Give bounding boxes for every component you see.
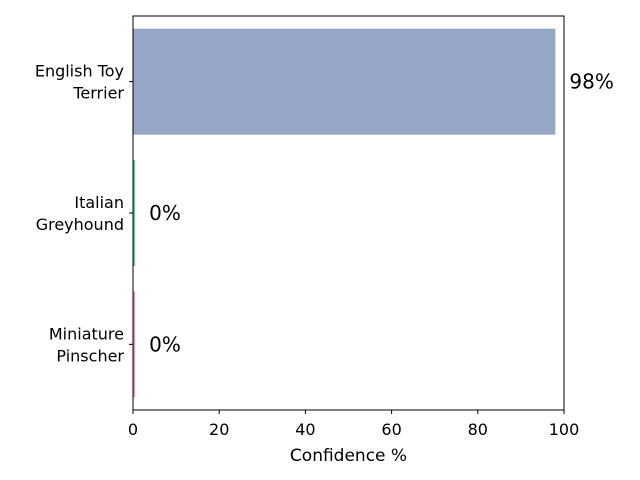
y-tick-label-line: English Toy: [35, 62, 124, 81]
value-label-2: 0%: [149, 332, 181, 356]
x-axis-ticks: 0 20 40 60 80 100: [128, 410, 579, 439]
y-tick-label-line: Miniature: [49, 324, 124, 343]
x-tick-label-1: 20: [209, 420, 229, 439]
x-tick-label-5: 100: [549, 420, 580, 439]
y-tick-label-0: English Toy Terrier: [35, 62, 125, 103]
bar-2: [133, 291, 136, 398]
y-tick-label-line: Italian: [74, 193, 124, 212]
bar-0: [133, 28, 556, 135]
x-axis-label: Confidence %: [290, 446, 407, 466]
x-tick-label-0: 0: [128, 420, 138, 439]
data-labels-layer: 98% 0% 0%: [149, 70, 614, 357]
y-axis-ticks: English Toy Terrier Italian Greyhound Miniat…: [35, 62, 133, 365]
y-tick-label-line: Greyhound: [36, 215, 124, 234]
value-label-1: 0%: [149, 201, 181, 225]
x-tick-label-2: 40: [295, 420, 315, 439]
value-label-0: 98%: [569, 70, 613, 94]
y-tick-label-line: Terrier: [72, 84, 124, 103]
y-tick-label-2: Miniature Pinscher: [49, 324, 125, 365]
x-tick-label-3: 60: [381, 420, 401, 439]
bars-layer: [133, 28, 556, 398]
bar-1: [133, 160, 136, 266]
x-tick-label-4: 80: [468, 420, 488, 439]
y-tick-label-1: Italian Greyhound: [36, 193, 124, 234]
y-tick-label-line: Pinscher: [56, 346, 124, 365]
